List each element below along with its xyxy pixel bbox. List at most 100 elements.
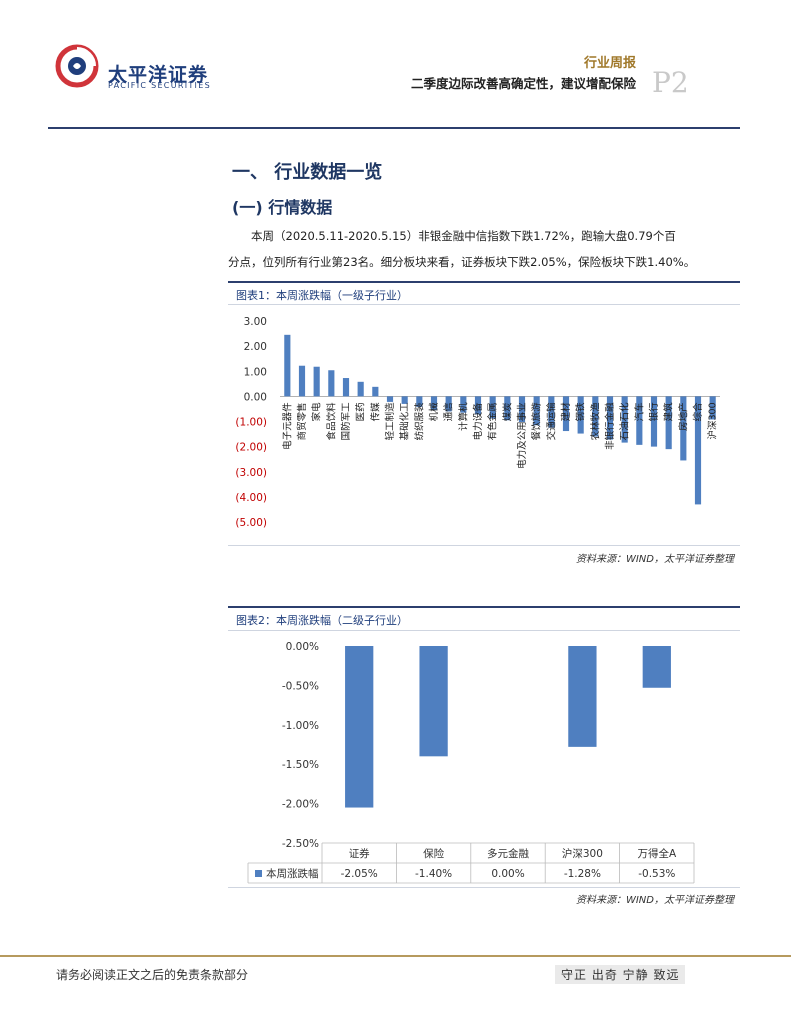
y-tick-label: 0.00 [244,391,267,403]
bar [430,396,438,411]
y-tick-label: 2.00 [244,341,267,353]
y-tick-label: -2.50% [282,838,319,850]
bar [636,396,643,445]
y-tick-label: (2.00) [235,442,267,454]
figure1-bottom-rule [228,545,740,546]
bar [548,396,555,428]
x-category-label: 计算机 [457,402,469,431]
y-tick-label: (4.00) [235,492,267,504]
x-category-label: 家电 [311,402,323,422]
bar [694,396,702,505]
bar [533,396,540,426]
x-category-label: 综合 [692,402,704,422]
y-tick-label: 0.00% [286,641,319,653]
x-category-label: 轻工制造 [384,402,396,441]
figure2-title-rule [228,630,740,631]
logo-chinese-name: 太平洋证券 [108,64,209,86]
legend-swatch [255,870,262,877]
figure2-source: 资料来源：WIND，太平洋证券整理 [575,895,734,906]
y-tick-label: (5.00) [235,517,267,529]
bar [328,370,335,397]
y-tick-label: -0.50% [282,680,319,692]
bar [284,334,291,397]
bar [650,396,658,447]
bar [386,396,394,402]
bar [709,396,716,420]
x-category-label: 建筑 [663,402,675,422]
data-table-value: 0.00% [491,868,524,880]
x-category-label: 电力设备 [472,402,484,441]
x-category-label: 有色金属 [487,402,499,440]
x-category-label: 基础化工 [399,402,411,441]
y-tick-label: -1.00% [282,720,319,732]
y-tick-label: 3.00 [244,316,267,328]
x-category-label: 食品饮料 [325,402,337,441]
figure2-title: 图表2：本周涨跌幅（二级子行业） [236,614,408,627]
y-tick-label: -2.00% [282,799,319,811]
bar [568,646,597,747]
x-category-label: 机械 [428,402,440,422]
figure1-title: 图表1：本周涨跌幅（一级子行业） [236,289,408,302]
footer-divider [0,955,791,957]
legend-label: 本周涨跌幅 [266,867,319,880]
y-tick-label: (3.00) [235,467,267,479]
x-category-label: 农林牧渔 [589,402,601,441]
paragraph-line-1: 本周（2020.5.11-2020.5.15）非银金融中信指数下跌1.72%，跑… [251,229,676,243]
x-category-label: 商贸零售 [296,402,308,440]
bar [665,396,672,450]
bar [372,386,379,397]
figure1-title-rule [228,304,740,305]
x-category-label: 医药 [356,402,367,421]
report-title: 二季度边际改善高确定性，建议增配保险 [410,76,636,91]
bar [474,396,482,415]
x-category-label: 多元金融 [487,847,529,860]
bar [621,396,628,443]
x-category-label: 房地产 [677,402,689,431]
x-category-label: 石油石化 [619,402,631,441]
x-category-label: 通信 [443,402,455,421]
x-category-label: 保险 [423,847,444,860]
bar [345,646,374,808]
data-table-value: -2.05% [341,868,378,880]
bar [460,396,467,413]
figure1-top-rule [228,281,740,283]
data-table-value: -1.28% [564,868,601,880]
figure2-bar-chart: 0.00% -0.50% -1.00% -1.50% -2.00% -2.50% 证券 -2.… [247,641,695,884]
bar [342,378,350,397]
x-category-label: 汽车 [633,402,645,421]
bar [606,396,614,440]
x-category-label: 电力及公用事业 [516,402,528,469]
bar [298,365,306,397]
pacific-securities-logo-icon [55,44,99,88]
bar [401,396,408,404]
x-category-label: 建材 [560,402,572,422]
x-category-label: 电子元器件 [281,402,293,450]
x-category-label: 传媒 [369,402,381,422]
bar [562,396,570,432]
x-category-label: 交通运输 [545,402,557,441]
bar [416,396,423,407]
bar [445,396,452,412]
bar [504,396,511,421]
x-category-label: 国防军工 [340,402,352,441]
paragraph-line-2: 分点，位列所有行业第23名。细分板块来看，证券板块下跌2.05%，保险板块下跌1… [228,255,696,269]
y-tick-label: 1.00 [244,366,267,378]
figure1-source: 资料来源：WIND，太平洋证券整理 [575,554,734,565]
bar [313,366,320,397]
x-category-label: 钢铁 [575,402,587,422]
footer-motto: 守正 出奇 宁静 致远 [555,965,686,984]
figure2-bottom-rule [228,887,740,888]
bar [419,646,448,757]
x-category-label: 万得全A [637,847,676,860]
data-table-value: -1.40% [415,868,452,880]
x-category-label: 证券 [349,847,370,860]
bar [357,381,364,397]
x-category-label: 餐饮旅游 [531,402,543,441]
bar [489,396,496,419]
bar [518,396,526,423]
figure1-bar-chart: 3.00 2.00 1.00 0.00 (1.00) (2.00) (3.00) (4.00)… [235,316,720,529]
report-type: 行业周报 [583,56,636,71]
logo-english-name: PACIFIC SECURITIES [108,81,211,90]
x-category-label: 非银行金融 [604,402,616,450]
bar [592,396,599,437]
